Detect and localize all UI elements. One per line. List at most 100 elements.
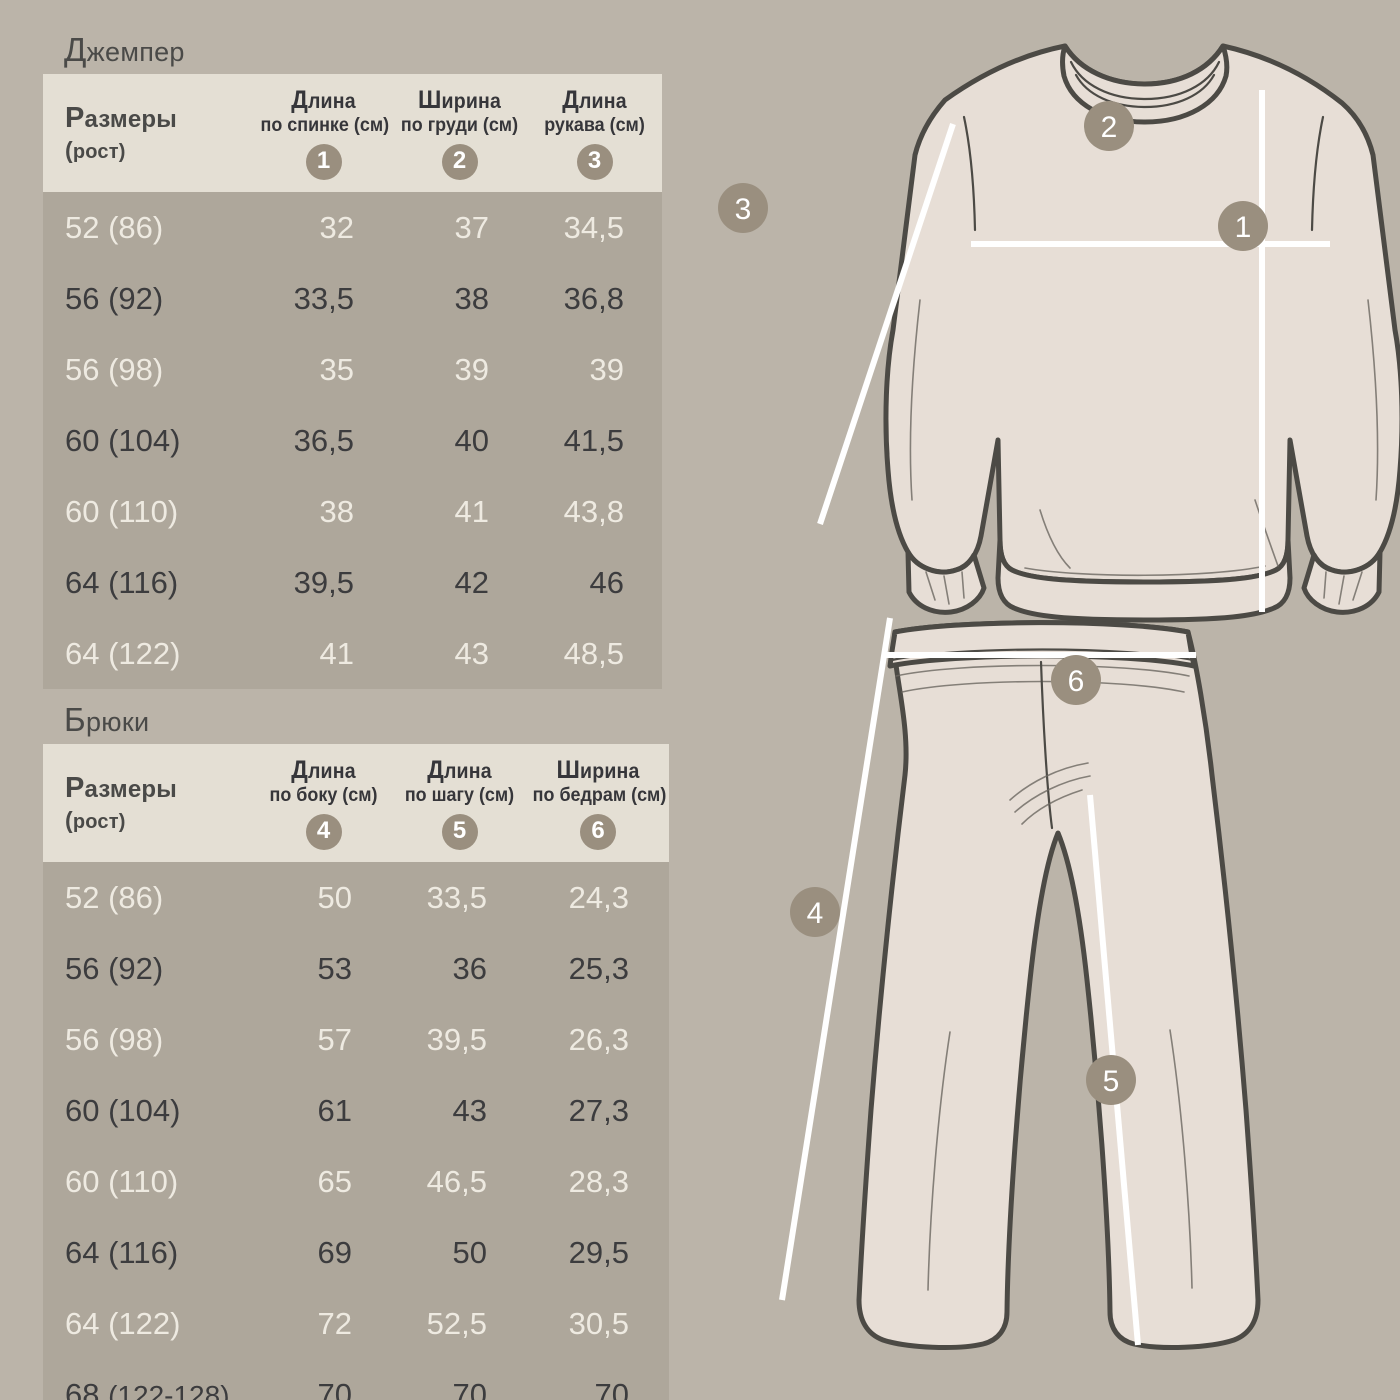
- row-size-label: 60 (104): [43, 405, 255, 476]
- sweater-fold-left: [1039, 509, 1071, 569]
- row-size-label: 56 (98): [43, 1004, 255, 1075]
- row-size-label: 64 (116): [43, 1217, 255, 1288]
- pants-size-table-block: Брюки Размеры (рост) Длина по боку (см) …: [43, 700, 669, 1400]
- jumper-header-size-line2: (рост): [65, 137, 126, 163]
- pants-badge-6: 6: [1051, 655, 1101, 705]
- jumper-header-col-1: Длина по спинке (см) 1: [255, 74, 392, 192]
- row-value-1: 38: [255, 476, 392, 547]
- row-size-label: 68 (122-128): [43, 1359, 255, 1400]
- row-size-label: 60 (110): [43, 476, 255, 547]
- row-size-label: 60 (104): [43, 1075, 255, 1146]
- row-value-1: 41: [255, 618, 392, 689]
- row-value-3: 29,5: [527, 1217, 669, 1288]
- jumper-size-table-block: Джемпер Размеры (рост) Длина по спинке (…: [43, 30, 662, 689]
- jumper-header-col-2: Ширина по груди (см) 2: [392, 74, 527, 192]
- pants-crotch-detail: [1009, 762, 1091, 825]
- row-value-2: 36: [392, 933, 527, 1004]
- sweater-body-shape: [883, 43, 1400, 585]
- row-value-3: 46: [527, 547, 662, 618]
- row-value-3: 27,3: [527, 1075, 669, 1146]
- row-value-2: 50: [392, 1217, 527, 1288]
- row-value-2: 70: [392, 1359, 527, 1400]
- sweater-shoulder-seam-left: [962, 115, 977, 232]
- table-row: 56 (98) 35 39 39: [43, 334, 662, 405]
- svg-text:2: 2: [1101, 111, 1118, 144]
- table-row: 60 (104) 36,5 40 41,5: [43, 405, 662, 476]
- table-row: 56 (92) 53 36 25,3: [43, 933, 669, 1004]
- pants-fold-left-leg: [927, 1031, 951, 1291]
- row-value-3: 30,5: [527, 1288, 669, 1359]
- row-value-2: 42: [392, 547, 527, 618]
- jumper-header-col-3-line1: Длина: [562, 86, 627, 114]
- row-value-1: 39,5: [255, 547, 392, 618]
- row-value-2: 40: [392, 405, 527, 476]
- jumper-header-col-2-line1: Ширина: [417, 86, 502, 114]
- sweater-shoulder-seam-right: [1310, 115, 1325, 232]
- row-value-1: 72: [255, 1288, 392, 1359]
- sweater-sleeve-fold-right: [1367, 299, 1379, 501]
- sweater-measure-line-3-sleeve: [817, 123, 956, 525]
- table-row: 64 (116) 39,5 42 46: [43, 547, 662, 618]
- pants-center-seam: [1039, 660, 1054, 830]
- row-value-3: 34,5: [527, 192, 662, 263]
- pants-header-col-3-line2: по бедрам (см): [532, 784, 667, 806]
- sweater-hem: [995, 537, 1293, 623]
- row-value-2: 46,5: [392, 1146, 527, 1217]
- sweater-collar-inner-line-1: [1069, 60, 1221, 101]
- table-row: 68 (122-128) 70 70 70: [43, 1359, 669, 1400]
- jumper-header-col-2-badge: 2: [441, 144, 478, 180]
- row-size-label: 56 (92): [43, 263, 255, 334]
- pants-title-capital: Б: [64, 701, 86, 738]
- row-value-1: 57: [255, 1004, 392, 1075]
- table-row: 52 (86) 32 37 34,5: [43, 192, 662, 263]
- pants-measure-line-4-side: [779, 617, 893, 1301]
- jumper-header-col-3-badge: 3: [576, 144, 613, 180]
- row-value-2: 39,5: [392, 1004, 527, 1075]
- pants-header-col-1-line1: Длина: [291, 756, 356, 784]
- pants-header-col-3-badge: 6: [580, 814, 616, 850]
- pants-header-col-3: Ширина по бедрам (см) 6: [527, 744, 669, 862]
- row-value-2: 39: [392, 334, 527, 405]
- pants-section-title: Брюки: [43, 700, 669, 744]
- row-value-2: 33,5: [392, 862, 527, 933]
- row-value-3: 24,3: [527, 862, 669, 933]
- row-value-3: 25,3: [527, 933, 669, 1004]
- row-value-3: 28,3: [527, 1146, 669, 1217]
- pants-table-header-row: Размеры (рост) Длина по боку (см) 4 Длин…: [43, 744, 669, 862]
- jumper-header-col-1-badge: 1: [305, 144, 342, 180]
- sweater-badge-2: 2: [1084, 101, 1134, 151]
- svg-text:5: 5: [1103, 1065, 1120, 1098]
- jumper-title-rest: жемпер: [86, 37, 185, 67]
- garment-illustration-panel: .gfill { fill:#e7ded6; stroke:#4c4a45; s…: [690, 0, 1400, 1400]
- jumper-header-col-3: Длина рукава (см) 3: [527, 74, 662, 192]
- row-value-3: 43,8: [527, 476, 662, 547]
- row-value-3: 70: [527, 1359, 669, 1400]
- svg-text:6: 6: [1068, 665, 1085, 698]
- pants-title-rest: рюки: [85, 707, 150, 737]
- sweater-cuff-right-fold: [1323, 571, 1363, 605]
- svg-text:4: 4: [807, 897, 824, 930]
- row-size-label: 56 (98): [43, 334, 255, 405]
- table-row: 56 (92) 33,5 38 36,8: [43, 263, 662, 334]
- pants-header-col-1-badge: 4: [305, 814, 342, 850]
- row-size-label: 56 (92): [43, 933, 255, 1004]
- row-size-label: 64 (116): [43, 547, 255, 618]
- row-value-1: 33,5: [255, 263, 392, 334]
- table-row: 52 (86) 50 33,5 24,3: [43, 862, 669, 933]
- jumper-size-table: Размеры (рост) Длина по спинке (см) 1 Ши…: [43, 74, 662, 689]
- row-size-main: 68: [65, 1376, 100, 1400]
- pants-header-col-1-line2: по боку (см): [269, 784, 378, 806]
- pants-body-shape: [856, 620, 1261, 1350]
- row-value-2: 37: [392, 192, 527, 263]
- jumper-header-col-3-line2: рукава (см): [544, 114, 645, 136]
- pants-header-col-2-badge: 5: [441, 814, 478, 850]
- row-size-label: 60 (110): [43, 1146, 255, 1217]
- jumper-header-col-1-line2: по спинке (см): [260, 114, 390, 136]
- row-value-1: 61: [255, 1075, 392, 1146]
- sweater-cuff-right: [1301, 549, 1383, 615]
- sweater-collar-inner-line-2: [1074, 73, 1216, 109]
- row-size-paren: (122-128): [108, 1379, 230, 1400]
- row-value-3: 41,5: [527, 405, 662, 476]
- jumper-title-capital: Д: [64, 31, 87, 68]
- row-value-2: 43: [392, 1075, 527, 1146]
